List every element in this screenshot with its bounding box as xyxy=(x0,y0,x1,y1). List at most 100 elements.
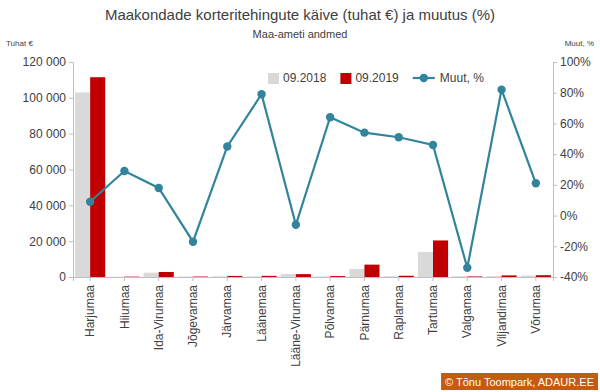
tick: Valgamaa xyxy=(460,277,474,338)
bar xyxy=(536,275,551,277)
tick-label: 0 xyxy=(59,270,66,284)
tick-label: Hiiumaa xyxy=(118,285,132,329)
tick-mark xyxy=(69,277,73,278)
tick: 0 xyxy=(59,270,73,284)
tick: -20% xyxy=(553,240,588,254)
tick-mark xyxy=(553,123,557,124)
tick-label: 20 000 xyxy=(29,235,66,249)
bar xyxy=(159,272,174,277)
x-axis: Harjumaa Hiiumaa Ida-Virumaa Jõgevamaa Järva… xyxy=(74,277,554,367)
tick-label: Võrumaa xyxy=(529,285,543,334)
tick: Järvamaa xyxy=(220,277,234,338)
tick-mark xyxy=(90,277,91,281)
tick-label: 40% xyxy=(560,147,584,161)
bar xyxy=(212,276,227,277)
legend-label: 09.2019 xyxy=(355,71,399,85)
tick-mark xyxy=(124,277,125,281)
marker xyxy=(223,142,231,150)
legend-label: Muut, % xyxy=(440,71,484,85)
tick-label: Läänemaa xyxy=(255,285,269,342)
tick-mark xyxy=(553,93,557,94)
legend-symbol xyxy=(268,73,279,84)
y2-axis: -40%-20%0%20%40%60%80%100% xyxy=(553,55,591,284)
tick-mark xyxy=(69,205,73,206)
tick-label: Valgamaa xyxy=(460,285,474,338)
tick-label: 0% xyxy=(560,209,578,223)
legend-symbol xyxy=(420,74,428,82)
bar xyxy=(296,274,311,277)
credit-box xyxy=(441,373,598,390)
bar xyxy=(330,276,345,277)
bar xyxy=(193,276,208,277)
tick: Pärnumaa xyxy=(358,277,372,340)
tick-mark xyxy=(261,277,262,281)
credit: © Tõnu Toompark, ADAUR.EE xyxy=(441,373,598,390)
plot-area xyxy=(75,77,551,277)
title: Maakondade korteritehingute käive (tuhat… xyxy=(105,6,495,23)
tick-mark xyxy=(433,277,434,281)
tick-label: Pärnumaa xyxy=(358,285,372,341)
marker xyxy=(429,141,437,149)
bar xyxy=(399,276,414,277)
bar xyxy=(227,276,242,277)
marker xyxy=(189,237,197,245)
bar xyxy=(315,276,330,277)
tick: Võrumaa xyxy=(529,277,543,334)
tick: 40% xyxy=(553,147,584,161)
tick: Jõgevamaa xyxy=(186,277,200,347)
tick-label: Viljandimaa xyxy=(495,285,509,347)
tick-mark xyxy=(398,277,399,281)
legend-item: 09.2018 xyxy=(268,71,327,85)
marker xyxy=(497,85,505,93)
marker xyxy=(463,264,471,272)
tick-label: 20% xyxy=(560,178,584,192)
tick: 80% xyxy=(553,86,584,100)
tick-label: -40% xyxy=(560,270,588,284)
tick-mark xyxy=(69,98,73,99)
axis-line xyxy=(74,278,554,282)
legend-item: Muut, % xyxy=(413,71,484,85)
legend-item: 09.2019 xyxy=(340,71,399,85)
bar xyxy=(502,275,517,277)
marker xyxy=(326,113,334,121)
bar xyxy=(384,276,399,277)
tick: Harjumaa xyxy=(83,277,97,337)
tick-label: Tartumaa xyxy=(426,285,440,335)
tick-label: Ida-Virumaa xyxy=(152,285,166,350)
tick-mark xyxy=(295,277,296,281)
tick-mark xyxy=(364,277,365,281)
tick: 20 000 xyxy=(29,235,73,249)
marker xyxy=(395,133,403,141)
bar xyxy=(281,274,296,277)
tick-label: 60 000 xyxy=(29,163,66,177)
legend-symbol xyxy=(340,73,351,84)
tick: -40% xyxy=(553,270,588,284)
bar xyxy=(521,276,536,277)
tick: 80 000 xyxy=(29,127,73,141)
tick-label: 80 000 xyxy=(29,127,66,141)
tick-mark xyxy=(501,277,502,281)
tick-mark xyxy=(69,134,73,135)
tick-label: -20% xyxy=(560,240,588,254)
tick: 100 000 xyxy=(23,91,73,105)
bar xyxy=(467,276,482,277)
tick: Tartumaa xyxy=(426,277,440,335)
tick-label: 100% xyxy=(560,55,591,69)
tick-mark xyxy=(553,185,557,186)
tick: 120 000 xyxy=(23,55,73,69)
bar xyxy=(486,276,501,277)
tick-label: Jõgevamaa xyxy=(186,285,200,347)
tick-mark xyxy=(535,277,536,281)
tick: Raplamaa xyxy=(392,277,406,340)
bar xyxy=(364,265,379,277)
tick: 20% xyxy=(553,178,584,192)
bar-series xyxy=(75,92,536,277)
bar xyxy=(178,276,193,277)
chart: Maakondade korteritehingute käive (tuhat… xyxy=(0,0,600,392)
tick-mark xyxy=(553,154,557,155)
bar xyxy=(452,276,467,277)
tick-mark xyxy=(553,216,557,217)
marker xyxy=(360,128,368,136)
tick-mark xyxy=(69,241,73,242)
tick-mark xyxy=(69,62,73,63)
